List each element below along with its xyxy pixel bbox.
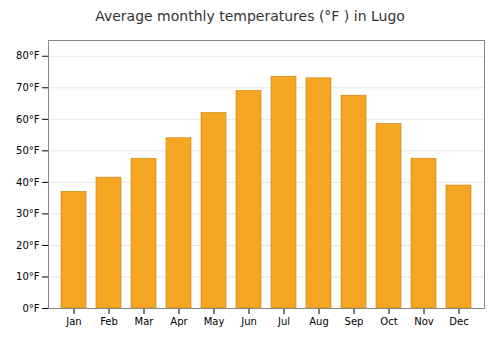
svg-text:May: May	[204, 316, 225, 327]
html-text:Average monthly temperatures (: Average monthly temperatures (°F ) in Lu…	[95, 8, 405, 24]
svg-text:Aug: Aug	[309, 316, 329, 327]
svg-text:60°F: 60°F	[16, 114, 40, 125]
svg-text:Mar: Mar	[135, 316, 155, 327]
svg-text:0°F: 0°F	[22, 303, 39, 314]
svg-text:Feb: Feb	[100, 316, 118, 327]
svg-text:Nov: Nov	[414, 316, 434, 327]
svg-text:10°F: 10°F	[16, 271, 40, 282]
svg-text:80°F: 80°F	[16, 50, 40, 61]
svg-text:Jun: Jun	[240, 316, 257, 327]
svg-text:Jan: Jan	[65, 316, 81, 327]
svg-text:40°F: 40°F	[16, 177, 40, 188]
svg-text:Apr: Apr	[170, 316, 188, 327]
svg-text:20°F: 20°F	[16, 240, 40, 251]
svg-text:Dec: Dec	[449, 316, 468, 327]
svg-text:50°F: 50°F	[16, 145, 40, 156]
svg-text:70°F: 70°F	[16, 82, 40, 93]
svg-text:Jul: Jul	[277, 316, 290, 327]
svg-text:Oct: Oct	[380, 316, 397, 327]
svg-text:30°F: 30°F	[16, 208, 40, 219]
svg-text:Sep: Sep	[345, 316, 364, 327]
